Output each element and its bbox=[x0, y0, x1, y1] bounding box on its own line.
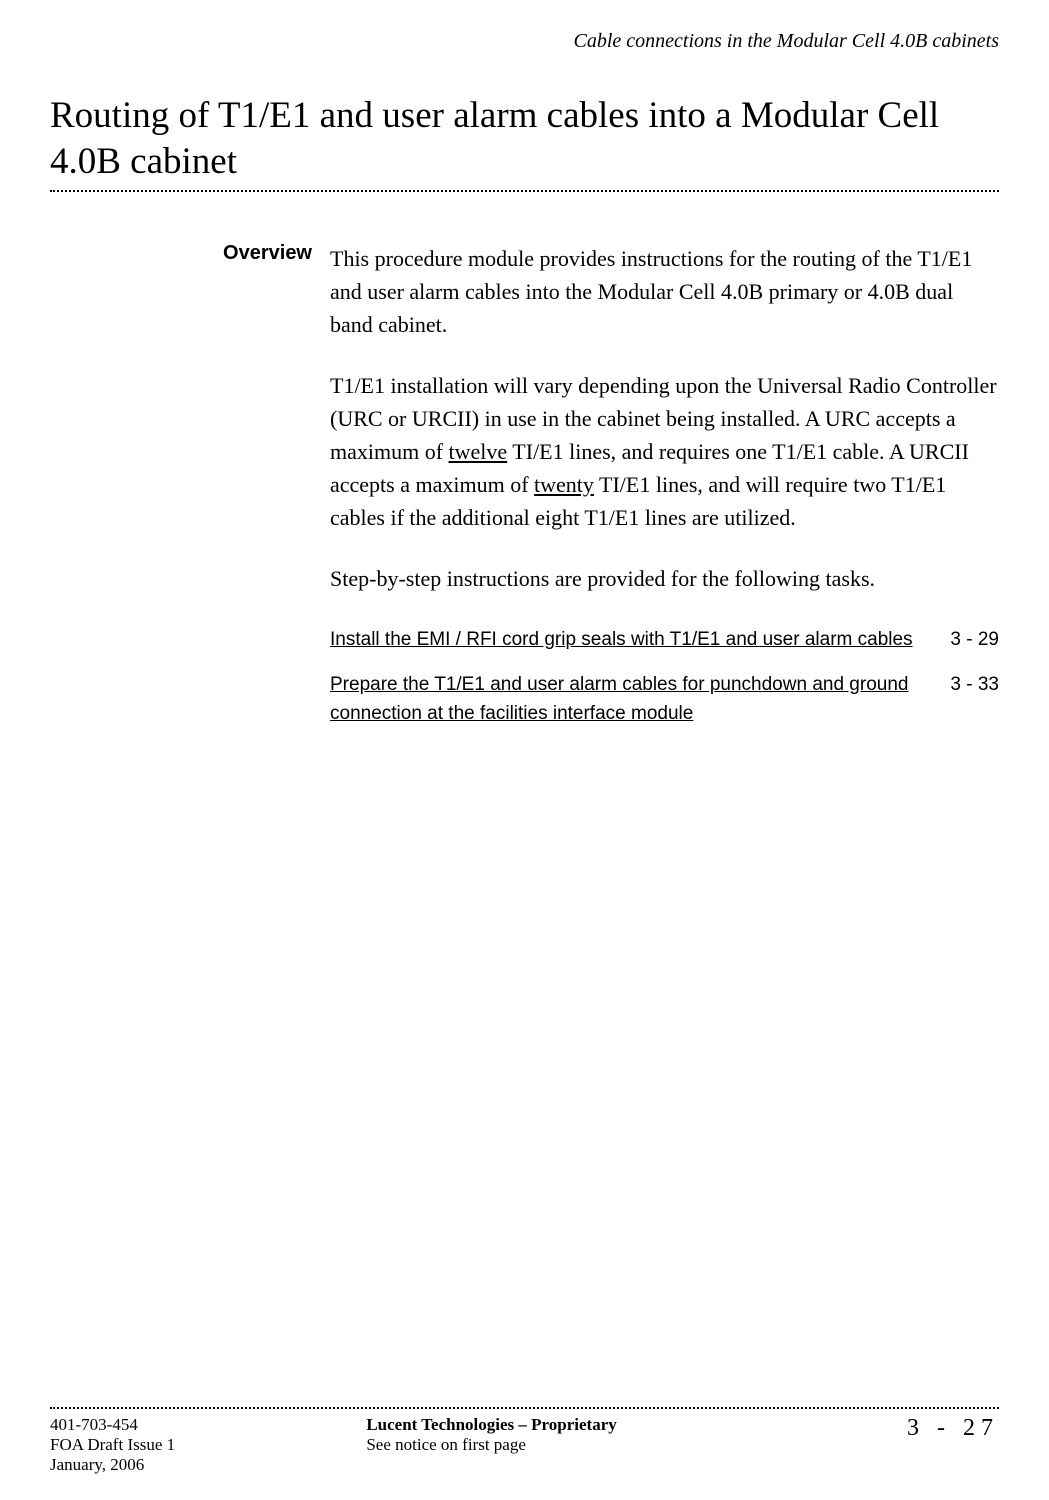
body-column: This procedure module provides instructi… bbox=[330, 242, 999, 745]
footer-issue: FOA Draft Issue 1 bbox=[50, 1435, 366, 1455]
toc-page-2: 3 - 33 bbox=[920, 670, 999, 745]
footer-divider bbox=[50, 1407, 999, 1409]
p2-underline-twenty: twenty bbox=[534, 472, 594, 497]
footer-page-number: 3 - 27 bbox=[683, 1415, 999, 1475]
label-column: Overview bbox=[50, 242, 330, 745]
toc-cell-link-2: Prepare the T1/E1 and user alarm cables … bbox=[330, 670, 920, 745]
footer-left: 401-703-454 FOA Draft Issue 1 January, 2… bbox=[50, 1415, 366, 1475]
toc-link-1[interactable]: Install the EMI / RFI cord grip seals wi… bbox=[330, 629, 913, 650]
paragraph-3: Step-by-step instructions are provided f… bbox=[330, 562, 999, 595]
footer-center: Lucent Technologies – Proprietary See no… bbox=[366, 1415, 682, 1475]
content-body: Overview This procedure module provides … bbox=[50, 242, 999, 745]
page-footer: 401-703-454 FOA Draft Issue 1 January, 2… bbox=[50, 1407, 999, 1475]
toc-page-1: 3 - 29 bbox=[920, 625, 999, 670]
title-divider bbox=[50, 190, 999, 192]
footer-notice: See notice on first page bbox=[366, 1435, 682, 1455]
footer-proprietary: Lucent Technologies – Proprietary bbox=[366, 1415, 682, 1435]
toc-link-2[interactable]: Prepare the T1/E1 and user alarm cables … bbox=[330, 674, 908, 724]
footer-row: 401-703-454 FOA Draft Issue 1 January, 2… bbox=[50, 1415, 999, 1475]
toc-row-1: Install the EMI / RFI cord grip seals wi… bbox=[330, 625, 999, 670]
footer-date: January, 2006 bbox=[50, 1455, 366, 1475]
section-label-overview: Overview bbox=[50, 242, 312, 265]
toc-cell-link-1: Install the EMI / RFI cord grip seals wi… bbox=[330, 625, 920, 670]
toc-row-2: Prepare the T1/E1 and user alarm cables … bbox=[330, 670, 999, 745]
footer-doc-number: 401-703-454 bbox=[50, 1415, 366, 1435]
page-title: Routing of T1/E1 and user alarm cables i… bbox=[50, 93, 999, 186]
page-header-section: Cable connections in the Modular Cell 4.… bbox=[50, 30, 999, 53]
p2-underline-twelve: twelve bbox=[449, 439, 508, 464]
paragraph-2: T1/E1 installation will vary depending u… bbox=[330, 369, 999, 534]
toc-table: Install the EMI / RFI cord grip seals wi… bbox=[330, 625, 999, 745]
paragraph-1: This procedure module provides instructi… bbox=[330, 242, 999, 341]
